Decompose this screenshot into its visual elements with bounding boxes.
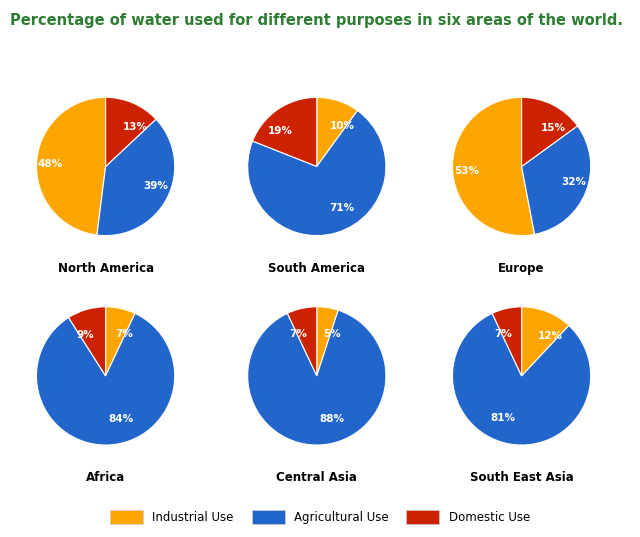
Text: Percentage of water used for different purposes in six areas of the world.: Percentage of water used for different p… bbox=[10, 13, 623, 28]
Text: 53%: 53% bbox=[454, 165, 479, 176]
Text: 15%: 15% bbox=[541, 124, 566, 133]
Text: Central Asia: Central Asia bbox=[276, 471, 357, 484]
Legend: Industrial Use, Agricultural Use, Domestic Use: Industrial Use, Agricultural Use, Domest… bbox=[105, 505, 535, 528]
Text: 48%: 48% bbox=[38, 159, 63, 169]
Wedge shape bbox=[492, 307, 522, 376]
Text: 88%: 88% bbox=[319, 413, 344, 424]
Wedge shape bbox=[317, 307, 338, 376]
Wedge shape bbox=[253, 97, 317, 166]
Text: 7%: 7% bbox=[494, 329, 512, 339]
Text: 10%: 10% bbox=[330, 121, 355, 130]
Text: 84%: 84% bbox=[108, 413, 133, 424]
Text: 39%: 39% bbox=[144, 181, 169, 191]
Text: 7%: 7% bbox=[115, 329, 133, 339]
Text: North America: North America bbox=[58, 262, 154, 274]
Wedge shape bbox=[68, 307, 106, 376]
Text: 9%: 9% bbox=[76, 330, 93, 340]
Text: 32%: 32% bbox=[561, 177, 586, 187]
Wedge shape bbox=[317, 97, 357, 166]
Wedge shape bbox=[248, 111, 386, 236]
Text: 71%: 71% bbox=[329, 202, 354, 213]
Text: 12%: 12% bbox=[538, 331, 563, 341]
Wedge shape bbox=[106, 307, 135, 376]
Text: South East Asia: South East Asia bbox=[470, 471, 573, 484]
Text: 5%: 5% bbox=[323, 329, 341, 338]
Wedge shape bbox=[36, 314, 175, 445]
Wedge shape bbox=[106, 97, 156, 166]
Wedge shape bbox=[522, 97, 577, 166]
Wedge shape bbox=[97, 119, 175, 236]
Wedge shape bbox=[248, 310, 386, 445]
Text: Africa: Africa bbox=[86, 471, 125, 484]
Wedge shape bbox=[36, 97, 106, 235]
Wedge shape bbox=[287, 307, 317, 376]
Wedge shape bbox=[452, 97, 534, 236]
Text: South America: South America bbox=[268, 262, 365, 274]
Text: 81%: 81% bbox=[490, 413, 515, 423]
Wedge shape bbox=[522, 126, 591, 234]
Text: Europe: Europe bbox=[499, 262, 545, 274]
Wedge shape bbox=[452, 314, 591, 445]
Text: 7%: 7% bbox=[289, 329, 307, 339]
Text: 13%: 13% bbox=[123, 122, 148, 132]
Text: 19%: 19% bbox=[268, 126, 292, 136]
Wedge shape bbox=[522, 307, 569, 376]
